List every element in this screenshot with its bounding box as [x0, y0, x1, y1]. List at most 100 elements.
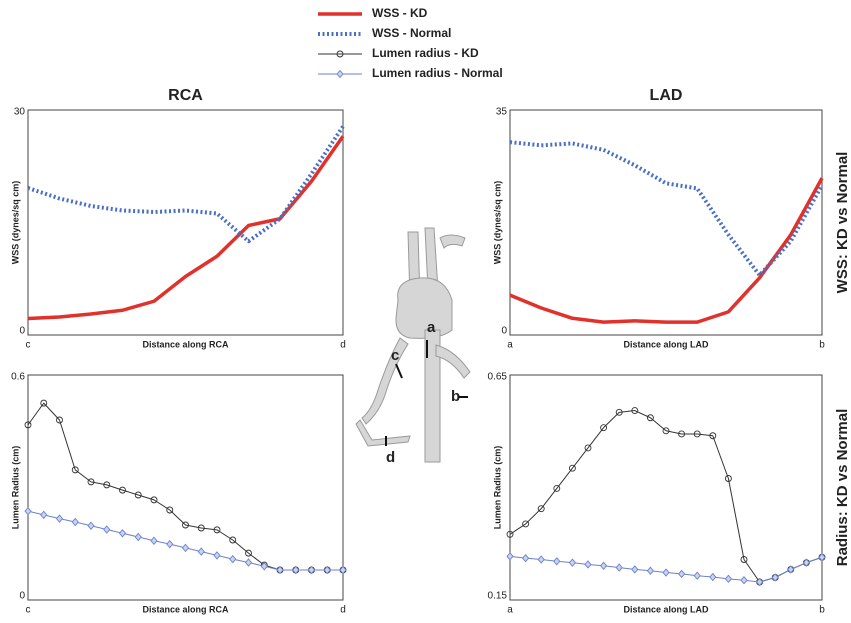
- marker: [584, 560, 592, 569]
- marker: [506, 530, 514, 538]
- y-axis-label: WSS (dynes/sq cm): [10, 181, 20, 265]
- legend-label: Lumen radius - Normal: [372, 66, 503, 80]
- legend-marker: [336, 69, 344, 79]
- marker: [103, 525, 111, 534]
- marker: [339, 565, 347, 575]
- marker: [568, 464, 576, 472]
- marker: [197, 547, 205, 556]
- marker: [134, 532, 142, 542]
- marker: [724, 574, 732, 584]
- marker: [213, 526, 221, 534]
- marker: [678, 569, 686, 579]
- marker: [662, 568, 670, 577]
- y-tick-label: 0: [501, 326, 507, 337]
- plot-frame: [27, 109, 344, 336]
- legend-label: WSS - KD: [372, 6, 428, 20]
- side-label: WSS: KD vs Normal: [834, 152, 851, 294]
- marker: [662, 427, 670, 435]
- x-axis-label: Distance along LAD: [623, 339, 709, 349]
- y-tick-label: 0: [19, 326, 25, 337]
- series-line: [509, 410, 823, 583]
- legend-label: WSS - Normal: [372, 26, 451, 40]
- marker: [71, 517, 79, 527]
- x-axis-label: Distance along RCA: [142, 339, 229, 349]
- marker: [40, 510, 48, 520]
- x-tick-label: a: [507, 340, 513, 351]
- x-tick-label: c: [26, 605, 31, 616]
- anatomy-label: a: [427, 319, 436, 336]
- legend-marker: [336, 50, 344, 58]
- y-tick-label: 0.15: [488, 591, 508, 602]
- marker: [818, 553, 826, 562]
- marker: [229, 554, 237, 564]
- marker: [802, 558, 810, 567]
- marker: [740, 556, 748, 563]
- marker: [181, 543, 190, 553]
- y-tick-label: 30: [14, 107, 26, 118]
- marker: [55, 514, 64, 523]
- marker: [276, 565, 284, 575]
- series-line: [27, 125, 345, 244]
- marker: [24, 506, 32, 516]
- side-label: Radius: KD vs Normal: [834, 409, 851, 567]
- marker: [119, 486, 126, 494]
- series-line: [27, 135, 345, 321]
- y-axis-label: Lumen Radius (cm): [492, 446, 502, 530]
- marker: [631, 407, 639, 414]
- marker: [600, 561, 608, 570]
- marker: [71, 466, 79, 474]
- marker: [260, 562, 268, 571]
- x-axis-label: Distance along LAD: [623, 604, 709, 614]
- marker: [166, 506, 174, 514]
- marker: [553, 484, 561, 492]
- marker: [166, 539, 174, 549]
- marker: [646, 566, 654, 575]
- anatomy-label: c: [391, 347, 399, 364]
- marker: [323, 565, 331, 575]
- marker: [693, 430, 701, 438]
- x-tick-label: c: [26, 340, 31, 351]
- marker: [522, 520, 530, 528]
- marker: [307, 565, 316, 575]
- marker: [87, 478, 95, 486]
- plot-frame: [27, 374, 344, 601]
- x-axis-label: Distance along RCA: [142, 604, 229, 614]
- marker: [568, 558, 576, 567]
- marker: [244, 558, 253, 567]
- x-tick-label: a: [507, 605, 513, 616]
- marker: [646, 414, 654, 422]
- marker: [24, 421, 32, 429]
- y-tick-label: 35: [496, 107, 508, 118]
- x-tick-label: b: [819, 340, 825, 351]
- plot-frame: [509, 374, 823, 601]
- marker: [182, 521, 189, 529]
- anatomy-label: d: [386, 449, 395, 466]
- x-tick-label: d: [340, 605, 346, 616]
- y-tick-label: 0.6: [11, 372, 25, 383]
- marker: [103, 481, 111, 489]
- series-line: [509, 177, 824, 324]
- y-axis-label: Lumen Radius (cm): [10, 446, 20, 530]
- marker: [506, 552, 514, 561]
- anatomy: [355, 227, 471, 463]
- marker: [756, 577, 764, 587]
- marker: [787, 565, 795, 574]
- marker: [537, 555, 545, 564]
- marker: [245, 549, 252, 557]
- marker: [740, 576, 748, 585]
- plot-frame: [509, 109, 823, 336]
- anatomy-label: b: [451, 388, 460, 405]
- marker: [553, 557, 561, 566]
- marker: [537, 505, 545, 513]
- marker: [150, 536, 158, 545]
- y-tick-label: 0.65: [488, 372, 508, 383]
- marker: [213, 551, 221, 560]
- panel-title: LAD: [650, 87, 683, 104]
- marker: [678, 430, 686, 438]
- marker: [150, 496, 158, 504]
- marker: [709, 572, 717, 582]
- x-tick-label: d: [340, 340, 346, 351]
- marker: [134, 491, 142, 499]
- anatomy-marker: [395, 363, 403, 379]
- marker: [118, 529, 127, 538]
